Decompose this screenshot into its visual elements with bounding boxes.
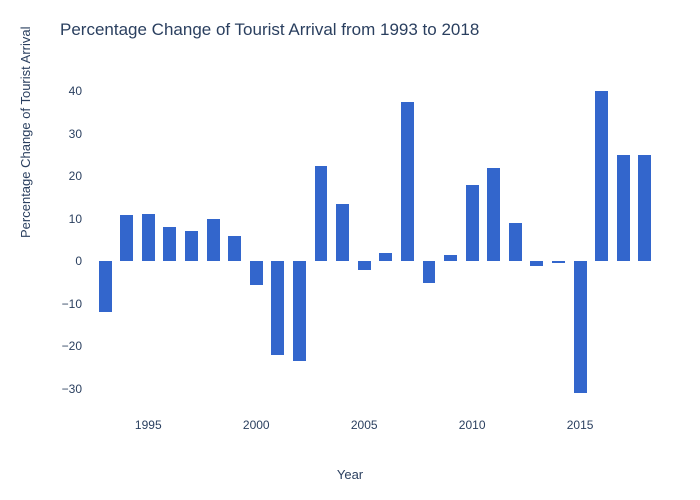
bar [552, 261, 565, 263]
x-tick-label: 2015 [567, 418, 594, 432]
y-axis-label: Percentage Change of Tourist Arrival [18, 27, 33, 239]
bar [466, 185, 479, 262]
bar [401, 102, 414, 261]
bar [99, 261, 112, 312]
bar [617, 155, 630, 261]
chart-title: Percentage Change of Tourist Arrival fro… [60, 20, 479, 40]
y-tick-label: 20 [69, 169, 82, 183]
x-tick-label: 1995 [135, 418, 162, 432]
bar [444, 255, 457, 261]
bar [574, 261, 587, 393]
y-tick-label: −30 [62, 382, 82, 396]
bar [271, 261, 284, 355]
bar [638, 155, 651, 261]
y-tick-label: −20 [62, 339, 82, 353]
y-tick-label: 10 [69, 212, 82, 226]
bar [142, 214, 155, 262]
x-tick-label: 2010 [459, 418, 486, 432]
bar [379, 253, 392, 262]
bar [509, 223, 522, 261]
bar [120, 215, 133, 262]
bar [185, 231, 198, 262]
bar [228, 236, 241, 262]
bar [207, 219, 220, 262]
y-tick-label: 30 [69, 127, 82, 141]
bar [336, 204, 349, 261]
bar [315, 166, 328, 262]
y-tick-label: −10 [62, 297, 82, 311]
plot-area: −30−20−10010203040 19952000200520102015 [90, 70, 660, 410]
bar [423, 261, 436, 282]
bar [358, 261, 371, 270]
bar [487, 168, 500, 262]
bar [595, 91, 608, 261]
y-tick-label: 40 [69, 84, 82, 98]
y-tick-label: 0 [75, 254, 82, 268]
bar [293, 261, 306, 361]
bar [250, 261, 263, 284]
bar [530, 261, 543, 265]
bar [163, 227, 176, 261]
x-tick-label: 2005 [351, 418, 378, 432]
x-tick-label: 2000 [243, 418, 270, 432]
x-axis-label: Year [337, 467, 363, 482]
